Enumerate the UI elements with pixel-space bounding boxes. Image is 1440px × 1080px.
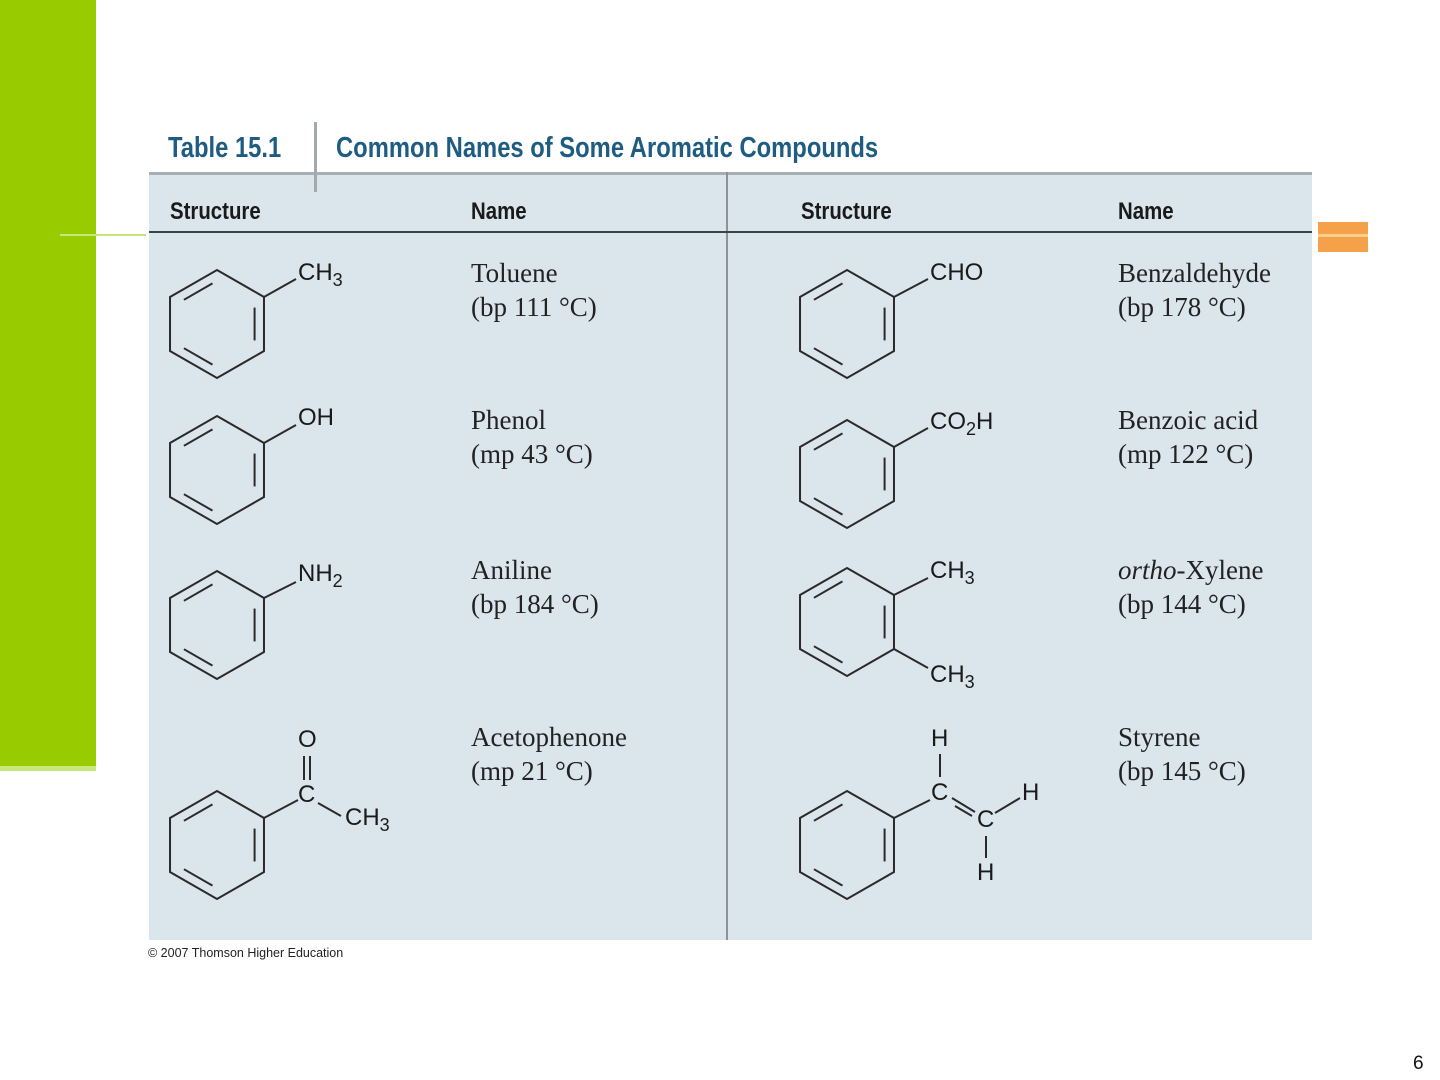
benzene-ring <box>169 414 265 526</box>
label-ch3: CH3 <box>930 661 975 692</box>
bond <box>893 278 929 298</box>
compound-property: (bp 111 °C) <box>471 292 597 322</box>
header-name-right: Name <box>1118 198 1174 225</box>
ring-double-bond <box>183 803 213 822</box>
header-structure-left: Structure <box>170 198 261 225</box>
benzene-ring <box>799 789 895 901</box>
compound-name: Benzaldehyde <box>1118 258 1271 288</box>
compound-property: (bp 184 °C) <box>471 589 599 619</box>
bond <box>263 799 299 819</box>
label-o: O <box>298 726 317 753</box>
label-ch3: CH3 <box>298 259 343 290</box>
compound-ortho-xylene: ortho-Xylene (bp 144 °C) <box>1118 553 1263 621</box>
header-rule <box>149 231 1312 233</box>
benzene-ring <box>169 569 265 681</box>
bond <box>263 424 297 444</box>
ring-double-bond <box>813 497 843 516</box>
compound-name: Aniline <box>471 555 552 585</box>
compound-phenol: Phenol (mp 43 °C) <box>471 403 593 471</box>
bond <box>893 648 929 669</box>
bond <box>317 802 342 817</box>
label-nh2: NH2 <box>298 560 343 591</box>
label-cho: CHO <box>930 259 984 286</box>
benzene-ring <box>169 789 265 901</box>
compound-benzoic-acid: Benzoic acid (mp 122 °C) <box>1118 403 1258 471</box>
green-accent-bar <box>0 0 96 766</box>
page-number: 6 <box>1413 1053 1424 1074</box>
compound-name: Toluene <box>471 258 558 288</box>
column-divider <box>726 172 728 940</box>
compound-name-prefix: ortho <box>1118 555 1177 585</box>
bond <box>994 797 1021 814</box>
compound-name: Benzoic acid <box>1118 405 1259 435</box>
bond <box>893 799 931 819</box>
label-oh: OH <box>298 404 334 431</box>
ring-double-bond <box>183 583 213 602</box>
benzene-ring <box>799 566 895 678</box>
table-number: Table 15.1 <box>168 132 282 164</box>
ring-double-bond <box>183 868 213 887</box>
label-c: C <box>298 781 316 808</box>
compound-property: (mp 122 °C) <box>1118 439 1254 469</box>
compound-name-main: -Xylene <box>1176 555 1264 585</box>
compound-property: (mp 21 °C) <box>471 756 593 786</box>
ring-double-bond <box>813 803 843 822</box>
compound-toluene: Toluene (bp 111 °C) <box>471 256 597 324</box>
ring-double-bond <box>813 432 843 451</box>
ring-double-bond <box>183 493 213 512</box>
benzene-ring <box>169 268 265 380</box>
label-ch3: CH3 <box>930 557 975 588</box>
double-bond <box>951 797 976 813</box>
label-h: H <box>977 859 995 886</box>
header-name-left: Name <box>471 198 527 225</box>
compound-property: (bp 144 °C) <box>1118 589 1246 619</box>
compound-table <box>149 172 1312 940</box>
label-c: C <box>977 806 995 833</box>
compound-name: Styrene <box>1118 722 1201 752</box>
ring-double-bond <box>183 282 213 301</box>
compound-name: Phenol <box>471 405 547 435</box>
label-ch3: CH3 <box>345 804 390 835</box>
bond <box>263 581 297 599</box>
label-co2h: CO2H <box>930 408 994 439</box>
ring-double-bond <box>813 645 843 664</box>
label-c: C <box>931 779 949 806</box>
green-accent-line <box>60 234 146 236</box>
compound-property: (bp 145 °C) <box>1118 756 1246 786</box>
compound-styrene: Styrene (bp 145 °C) <box>1118 720 1246 788</box>
ring-double-bond <box>813 347 843 366</box>
compound-name: Acetophenone <box>471 722 627 752</box>
compound-name: ortho-Xylene <box>1118 553 1263 587</box>
copyright-notice: © 2007 Thomson Higher Education <box>148 946 344 960</box>
compound-property: (mp 43 °C) <box>471 439 593 469</box>
ring-double-bond <box>183 648 213 667</box>
compound-acetophenone: Acetophenone (mp 21 °C) <box>471 720 627 788</box>
orange-accent-block <box>1318 222 1368 252</box>
bond <box>263 278 297 298</box>
ring-double-bond <box>183 347 213 366</box>
bond <box>893 427 929 448</box>
double-bond <box>954 805 973 817</box>
orange-accent-line <box>1318 234 1368 237</box>
ring-double-bond <box>813 580 843 599</box>
compound-property: (bp 178 °C) <box>1118 292 1246 322</box>
label-h: H <box>1022 779 1040 806</box>
ring-double-bond <box>813 868 843 887</box>
table-title: Common Names of Some Aromatic Compounds <box>336 132 879 164</box>
benzene-ring <box>799 268 895 380</box>
bond <box>893 577 929 596</box>
label-h: H <box>931 725 949 752</box>
benzene-ring <box>799 418 895 530</box>
compound-aniline: Aniline (bp 184 °C) <box>471 553 599 621</box>
ring-double-bond <box>183 428 213 447</box>
header-structure-right: Structure <box>801 198 892 225</box>
compound-benzaldehyde: Benzaldehyde (bp 178 °C) <box>1118 256 1271 324</box>
green-accent-bar-edge <box>0 766 96 771</box>
title-divider <box>314 122 317 192</box>
ring-double-bond <box>813 282 843 301</box>
